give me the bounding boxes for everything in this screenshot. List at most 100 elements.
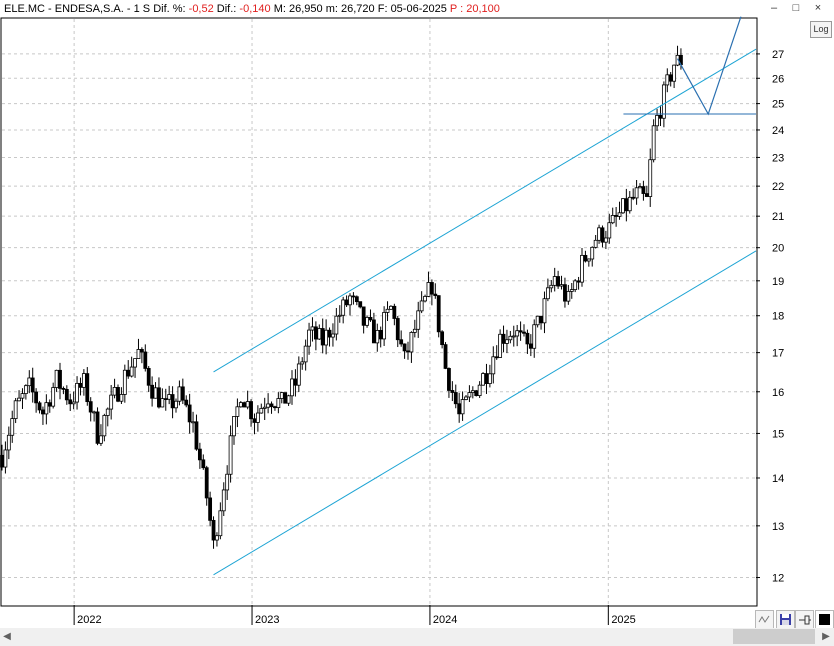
close-button[interactable]: × — [814, 2, 822, 14]
candle-body — [44, 402, 49, 415]
candle-body — [122, 369, 127, 395]
candle-body — [41, 409, 45, 415]
candle-body — [51, 387, 56, 407]
candle-body — [474, 390, 479, 396]
candle-body — [470, 390, 475, 394]
candle-body — [368, 316, 373, 321]
symbol-label: ELE.MC - ENDESA,S.A. — [4, 3, 124, 15]
min-value: 26,720 — [341, 3, 375, 15]
scroll-right-icon[interactable]: ▶ — [822, 631, 830, 642]
candle-body — [334, 315, 339, 335]
scroll-left-icon[interactable]: ◀ — [3, 631, 11, 642]
y-tick-label: 12 — [772, 573, 784, 585]
candle-body — [249, 401, 253, 420]
candle-body — [133, 358, 137, 368]
candle-body — [402, 343, 407, 352]
color-button[interactable] — [815, 610, 834, 629]
candle-body — [112, 387, 117, 396]
x-tick-label: 2024 — [433, 614, 457, 626]
candle-body — [23, 385, 28, 394]
candle-body — [146, 368, 151, 386]
candle-body — [283, 392, 288, 404]
candle-body — [174, 400, 178, 409]
candle-body — [665, 74, 670, 86]
candle-body — [563, 284, 567, 302]
candle-body — [634, 187, 639, 199]
candle-body — [631, 196, 636, 199]
candle-body — [259, 408, 264, 414]
channel-line[interactable] — [213, 48, 757, 373]
maximize-button[interactable]: □ — [792, 2, 800, 14]
drawn-lines[interactable] — [213, 16, 757, 576]
chart-style-button[interactable] — [755, 610, 774, 629]
candle-body — [27, 377, 32, 387]
candle-body — [638, 186, 642, 189]
candle-body — [576, 280, 581, 283]
plot-area[interactable] — [0, 17, 758, 607]
candle-body — [375, 329, 380, 344]
scrollbar-thumb[interactable] — [733, 629, 815, 644]
x-tick-label: 2025 — [611, 614, 635, 626]
date-value: 05-06-2025 — [390, 3, 447, 15]
candle-body — [583, 254, 588, 262]
candle-body — [136, 349, 141, 359]
candles — [0, 45, 683, 549]
candle-body — [341, 299, 346, 316]
color-swatch-icon — [819, 614, 830, 625]
bottom-toolbar — [0, 606, 834, 646]
candle-body — [139, 349, 144, 353]
candle-body — [180, 386, 185, 401]
candle-body — [580, 254, 584, 283]
channel-line[interactable] — [213, 250, 757, 576]
candle-body — [515, 330, 520, 337]
max-value: 26,950 — [288, 3, 323, 15]
candle-body — [119, 394, 124, 402]
candle-body — [37, 402, 42, 411]
candle-body — [419, 300, 424, 312]
projection-line[interactable] — [677, 16, 742, 116]
candle-body — [467, 392, 472, 398]
candle-body — [266, 403, 271, 408]
candle-body — [273, 406, 277, 409]
candle-body — [552, 276, 557, 286]
candle-body — [320, 328, 325, 346]
candle-body — [535, 315, 540, 326]
y-tick-label: 26 — [772, 73, 784, 85]
candle-body — [191, 421, 195, 424]
candle-body — [337, 314, 342, 317]
save-button[interactable] — [776, 610, 795, 629]
candle-body — [6, 434, 11, 451]
candle-body — [228, 435, 233, 475]
candle-body — [542, 298, 547, 324]
pin-button[interactable] — [795, 610, 814, 629]
candle-body — [252, 418, 257, 423]
candle-body — [593, 239, 598, 248]
pin-icon — [799, 615, 811, 625]
candle-body — [75, 382, 79, 403]
candle-body — [505, 339, 509, 344]
candle-body — [641, 186, 646, 194]
candle-body — [351, 295, 356, 298]
minimize-button[interactable]: – — [770, 2, 778, 14]
candle-body — [0, 454, 4, 468]
candle-body — [651, 125, 656, 161]
candle-body — [116, 387, 120, 402]
candle-body — [597, 227, 601, 241]
candle-body — [102, 415, 107, 437]
candle-body — [429, 282, 434, 295]
period-label: 1 S — [133, 3, 151, 15]
candle-body — [528, 343, 533, 349]
y-tick-label: 22 — [772, 181, 784, 193]
candle-body — [307, 329, 311, 347]
candle-body — [378, 329, 383, 340]
candle-body — [286, 395, 291, 404]
candle-body — [556, 276, 561, 287]
candle-body — [290, 378, 294, 397]
candle-body — [617, 212, 622, 217]
candle-body — [303, 345, 308, 363]
log-scale-button[interactable]: Log — [810, 21, 832, 38]
candle-body — [549, 284, 554, 289]
candle-body — [371, 319, 376, 344]
horizontal-scrollbar[interactable]: ◀ ▶ — [0, 628, 834, 646]
